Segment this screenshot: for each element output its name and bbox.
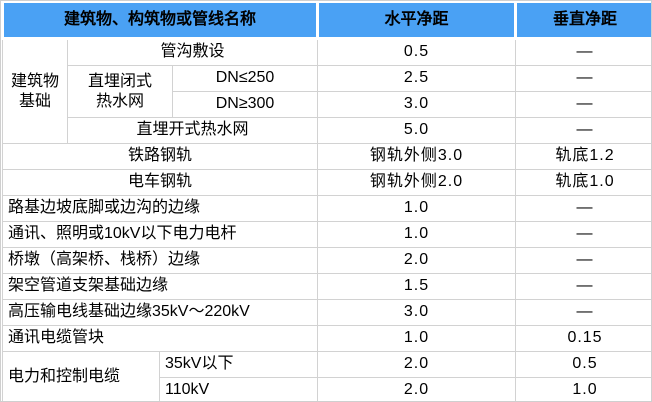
cell-vertical: 0.15: [515, 325, 651, 352]
cell-vertical: —: [515, 273, 651, 300]
cell-vertical: —: [515, 117, 651, 144]
cell-name: 直埋开式热水网: [66, 117, 319, 144]
table-row: 架空管道支架基础边缘 1.5 —: [1, 273, 651, 300]
cell-name: 高压输电线基础边缘35kV～220kV: [1, 299, 319, 326]
cell-vertical: 轨底1.0: [515, 169, 651, 196]
cell-name: DN≥300: [171, 91, 319, 118]
cell-vertical: 1.0: [515, 377, 651, 401]
cell-horizontal: 2.5: [317, 65, 517, 92]
cell-horizontal: 2.0: [317, 377, 517, 401]
cell-horizontal: 1.0: [317, 221, 517, 248]
cell-name: 通讯、照明或10kV以下电力电杆: [1, 221, 319, 248]
cell-horizontal: 钢轨外侧2.0: [317, 169, 517, 196]
table-row: 电车钢轨 钢轨外侧2.0 轨底1.0: [1, 169, 651, 196]
group-label-building-foundation: 建筑物 基础: [2, 38, 68, 144]
header-horizontal-col: 水平净距: [316, 1, 518, 40]
cell-vertical: 0.5: [515, 351, 651, 378]
cell-horizontal: 3.0: [317, 299, 517, 326]
table-row: 铁路钢轨 钢轨外侧3.0 轨底1.2: [1, 143, 651, 170]
table-row: DN≥300 3.0 —: [3, 91, 651, 118]
cell-name: 架空管道支架基础边缘: [1, 273, 319, 300]
cell-name: 110kV: [158, 377, 319, 401]
header-row: 建筑物、构筑物或管线名称 水平净距 垂直净距: [1, 1, 651, 40]
group-label-buried-closed-hot-water: 直埋闭式 热水网: [67, 65, 173, 118]
table-row: 通讯、照明或10kV以下电力电杆 1.0 —: [1, 221, 651, 248]
header-name-col: 建筑物、构筑物或管线名称: [1, 1, 320, 40]
cell-vertical: —: [515, 38, 651, 66]
table-row: 直埋开式热水网 5.0 —: [3, 117, 651, 144]
table-row: 高压输电线基础边缘35kV～220kV 3.0 —: [1, 299, 651, 326]
cell-horizontal: 2.0: [317, 351, 517, 378]
cell-name: 铁路钢轨: [1, 143, 319, 170]
cell-horizontal: 0.5: [317, 38, 517, 66]
cell-vertical: —: [515, 247, 651, 274]
cell-horizontal: 1.0: [317, 195, 517, 222]
cell-name: DN≤250: [171, 65, 319, 92]
table-row: 桥墩（高架桥、栈桥）边缘 2.0 —: [1, 247, 651, 274]
cell-name: 通讯电缆管块: [1, 325, 319, 352]
table-row: 直埋闭式 热水网 DN≤250 2.5 —: [3, 65, 651, 118]
table-row: 建筑物 基础 管沟敷设 0.5 —: [2, 38, 651, 144]
header-vertical-col: 垂直净距: [514, 1, 651, 40]
cell-vertical: —: [515, 91, 651, 118]
cell-vertical: 轨底1.2: [515, 143, 651, 170]
cell-name: 桥墩（高架桥、栈桥）边缘: [1, 247, 319, 274]
table-row: 电力和控制电缆 35kV以下 2.0 0.5: [2, 351, 651, 401]
cell-name: 路基边坡底脚或边沟的边缘: [1, 195, 319, 222]
cell-vertical: —: [515, 195, 651, 222]
cell-horizontal: 3.0: [317, 91, 517, 118]
table-row: 通讯电缆管块 1.0 0.15: [1, 325, 651, 352]
group-label-power-control-cable: 电力和控制电缆: [2, 351, 160, 401]
table-row: 路基边坡底脚或边沟的边缘 1.0 —: [1, 195, 651, 222]
cell-vertical: —: [515, 65, 651, 92]
cell-name: 电车钢轨: [1, 169, 319, 196]
cell-vertical: —: [515, 221, 651, 248]
table-row: 110kV 2.0 1.0: [3, 377, 651, 401]
cell-horizontal: 5.0: [317, 117, 517, 144]
cell-horizontal: 1.0: [317, 325, 517, 352]
cell-horizontal: 2.0: [317, 247, 517, 274]
cell-horizontal: 1.5: [317, 273, 517, 300]
cell-name: 35kV以下: [158, 351, 319, 378]
cell-name: 管沟敷设: [66, 38, 319, 66]
cell-horizontal: 钢轨外侧3.0: [317, 143, 517, 170]
cell-vertical: —: [515, 299, 651, 326]
